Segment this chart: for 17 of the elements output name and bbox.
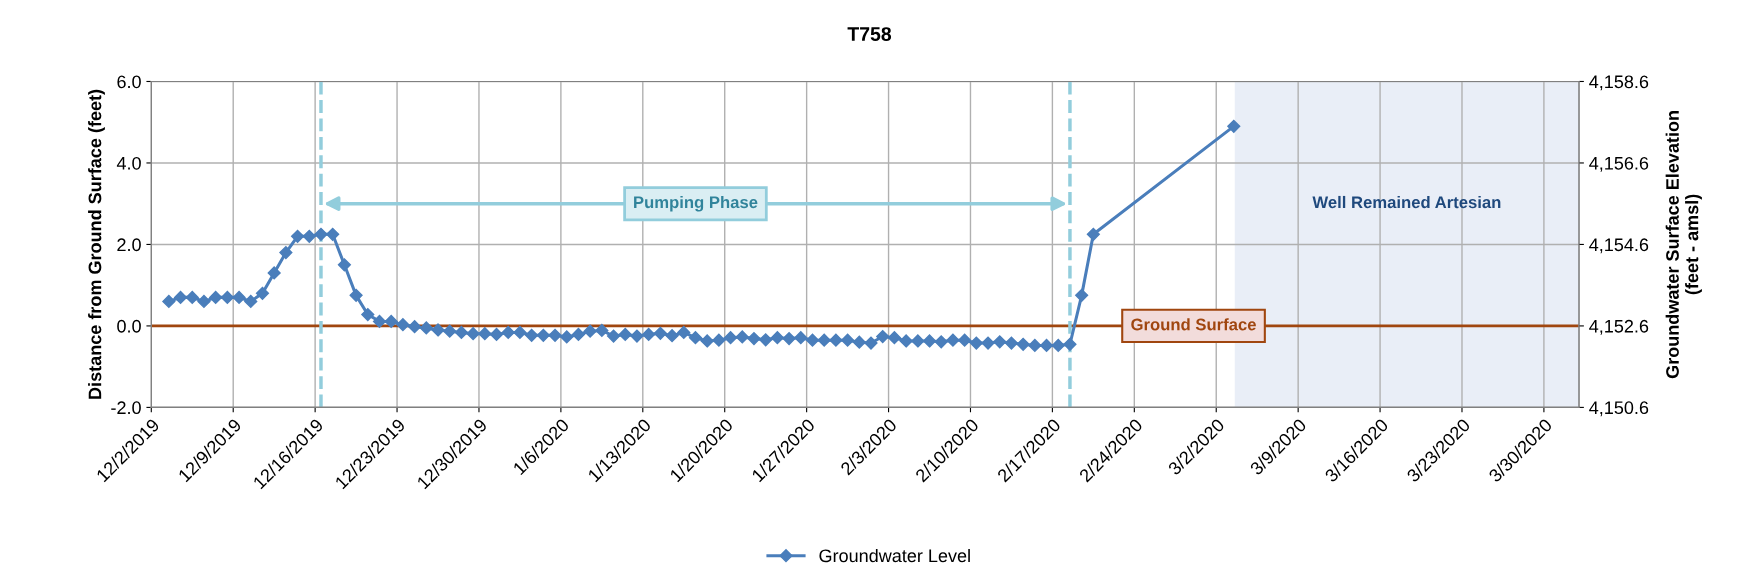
y-axis-title: Distance from Ground Surface (feet) [88, 89, 105, 399]
y-tick-label: 6.0 [117, 75, 141, 89]
legend-label: Groundwater Level [819, 548, 970, 563]
band-label: Well Remained Artesian [1312, 195, 1501, 209]
y2-tick-label: 4,150.6 [1589, 401, 1649, 417]
ref-line-label: Ground Surface [1131, 318, 1256, 331]
chart-title: T758 [847, 27, 892, 41]
y-tick-label: 4.0 [116, 156, 141, 170]
y2-tick-label: 4,156.6 [1589, 156, 1649, 172]
annotation: Pumping Phase [634, 195, 758, 212]
y2-tick-label: 4,154.6 [1589, 238, 1649, 254]
y2-tick-label: 4,158.6 [1589, 75, 1649, 91]
y2-tick-label: 4,152.6 [1589, 319, 1649, 335]
y2-axis-title: Groundwater Surface Elevation (feet - amsl) [1665, 111, 1702, 379]
y-tick-label: 2.0 [117, 238, 141, 252]
y-tick-label: 0.0 [117, 319, 141, 333]
y-tick-label: -2.0 [111, 401, 141, 415]
